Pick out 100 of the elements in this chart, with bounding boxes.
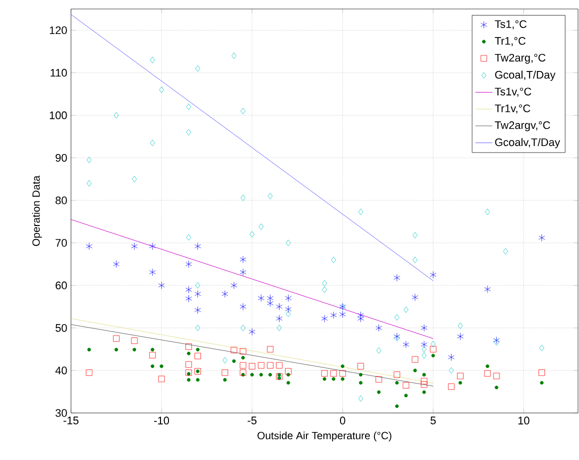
- point: [186, 234, 192, 241]
- point: [159, 86, 164, 93]
- point: [285, 294, 292, 302]
- point: [358, 314, 364, 322]
- point: [195, 324, 200, 332]
- point: [196, 348, 200, 352]
- point: [232, 52, 236, 59]
- point: [430, 340, 436, 348]
- point: [186, 104, 192, 110]
- point: [149, 242, 156, 250]
- point: [194, 242, 201, 250]
- point: [448, 383, 454, 390]
- point: [412, 356, 418, 363]
- point: [194, 352, 201, 360]
- point: [131, 242, 138, 250]
- legend-label: Ts1v,°C: [494, 88, 532, 97]
- point: [258, 224, 264, 230]
- point: [160, 364, 164, 368]
- point: [248, 363, 256, 370]
- point: [240, 362, 246, 369]
- point: [339, 370, 346, 377]
- y-tick-label: 30: [56, 409, 67, 417]
- legend-label: Tr1v,°C: [494, 104, 530, 114]
- point: [150, 56, 155, 64]
- point: [194, 290, 201, 298]
- point: [413, 368, 417, 372]
- point: [150, 348, 154, 352]
- point: [376, 376, 382, 383]
- point: [412, 232, 418, 238]
- y-tick-label: 120: [50, 26, 67, 34]
- point: [195, 65, 200, 72]
- point: [430, 346, 436, 352]
- point: [358, 363, 364, 370]
- point: [448, 354, 454, 361]
- point: [113, 335, 120, 342]
- point: [86, 369, 92, 376]
- point: [266, 300, 274, 307]
- point: [484, 286, 491, 293]
- point: [493, 336, 500, 344]
- point: [484, 370, 491, 377]
- point: [113, 260, 120, 268]
- point: [322, 280, 327, 286]
- point: [493, 372, 500, 380]
- point: [258, 294, 264, 302]
- point: [150, 140, 155, 146]
- legend-label: Ts1,°C: [494, 20, 527, 30]
- point: [186, 372, 190, 376]
- point: [538, 369, 545, 376]
- point: [286, 310, 291, 318]
- point: [404, 306, 408, 313]
- point: [358, 381, 363, 385]
- point: [86, 156, 92, 164]
- x-axis-title: Outside Air Temperature (°C): [258, 432, 392, 442]
- point: [321, 370, 328, 377]
- point: [268, 192, 273, 200]
- point: [158, 376, 165, 382]
- point: [194, 306, 201, 314]
- point: [240, 256, 246, 264]
- point: [494, 386, 498, 390]
- point: [240, 268, 246, 276]
- x-tick-label: -15: [64, 416, 78, 424]
- point: [340, 377, 344, 381]
- point: [114, 112, 119, 118]
- point: [131, 338, 138, 344]
- point: [232, 359, 236, 363]
- point: [114, 348, 118, 352]
- point: [276, 362, 282, 369]
- point: [250, 231, 255, 238]
- point: [422, 346, 427, 352]
- point: [196, 378, 200, 382]
- point: [286, 381, 290, 385]
- x-tick-label: -5: [248, 416, 256, 424]
- point: [358, 372, 363, 377]
- point: [331, 256, 336, 264]
- point: [485, 208, 490, 216]
- point: [240, 302, 246, 310]
- y-tick-label: 50: [56, 324, 67, 332]
- point: [376, 347, 382, 354]
- point: [340, 364, 344, 368]
- point: [258, 362, 264, 369]
- point: [538, 234, 546, 242]
- point: [358, 208, 364, 216]
- point: [195, 282, 200, 289]
- point: [276, 324, 282, 332]
- point: [149, 352, 156, 358]
- point: [87, 348, 91, 352]
- point: [420, 378, 428, 384]
- point: [457, 332, 464, 340]
- legend-label: Gcoal,T/Day: [495, 70, 556, 81]
- legend-label: Gcoalv,T/Day: [495, 138, 560, 148]
- y-tick-label: 70: [56, 239, 67, 247]
- point: [150, 364, 154, 368]
- point: [241, 356, 245, 360]
- point: [458, 322, 463, 329]
- legend-label: Tw2argv,°C: [494, 121, 550, 132]
- point: [322, 377, 326, 381]
- point: [402, 340, 410, 348]
- point: [412, 294, 418, 301]
- point: [285, 306, 292, 313]
- point: [422, 352, 427, 359]
